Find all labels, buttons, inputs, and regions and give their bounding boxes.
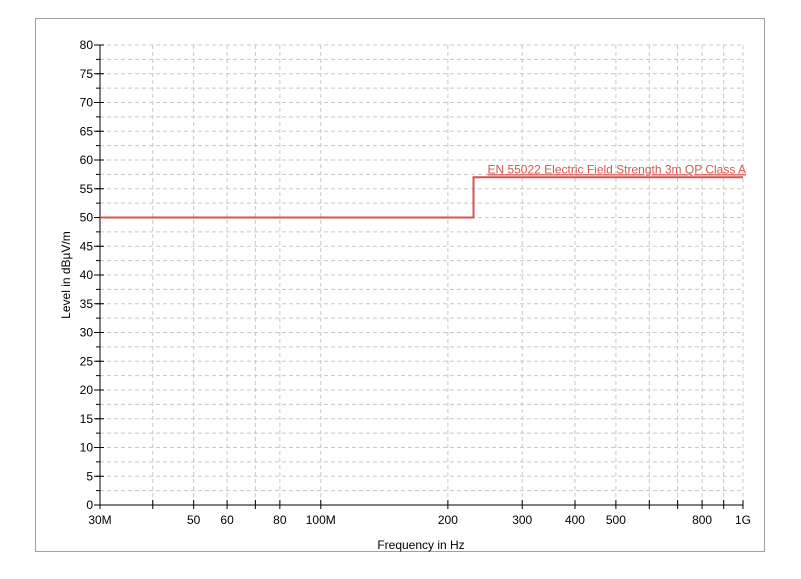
x-tick-label: 80 xyxy=(273,513,287,527)
x-tick-label: 100M xyxy=(306,513,336,527)
y-tick-label: 35 xyxy=(80,297,94,311)
y-tick-label: 60 xyxy=(80,153,94,167)
y-tick-label: 0 xyxy=(86,498,93,512)
x-tick-label: 800 xyxy=(692,513,712,527)
y-tick-label: 80 xyxy=(80,38,94,52)
x-tick-label: 50 xyxy=(187,513,201,527)
y-axis-label: Level in dBµV/m xyxy=(59,231,73,319)
x-tick-label: 60 xyxy=(220,513,234,527)
x-tick-label: 30M xyxy=(88,513,111,527)
axes: 30M 50 60 80 100M 200 300 400 500 800 1G 0 5 10 15 20 25… xyxy=(80,38,751,527)
y-tick-label: 75 xyxy=(80,67,94,81)
y-tick-label: 55 xyxy=(80,182,94,196)
x-tick-label: 400 xyxy=(565,513,585,527)
y-tick-label: 10 xyxy=(80,441,94,455)
chart-frame xyxy=(35,18,765,552)
y-tick-label: 15 xyxy=(80,412,94,426)
y-tick-label: 50 xyxy=(80,211,94,225)
x-tick-label: 200 xyxy=(438,513,458,527)
x-tick-label: 500 xyxy=(606,513,626,527)
y-tick-label: 30 xyxy=(80,326,94,340)
grid xyxy=(100,44,744,505)
y-tick-label: 20 xyxy=(80,383,94,397)
limit-line xyxy=(100,176,743,219)
series: EN 55022 Electric Field Strength 3m QP C… xyxy=(100,162,746,219)
y-tick-label: 40 xyxy=(80,268,94,282)
y-tick-label: 5 xyxy=(86,469,93,483)
limit-line-label: EN 55022 Electric Field Strength 3m QP C… xyxy=(487,162,746,176)
x-axis-label: Frequency in Hz xyxy=(377,538,464,552)
x-tick-label: 300 xyxy=(512,513,532,527)
x-tick-label: 1G xyxy=(735,513,751,527)
y-tick-label: 45 xyxy=(80,239,94,253)
y-tick-label: 70 xyxy=(80,96,94,110)
y-tick-label: 65 xyxy=(80,124,94,138)
y-tick-label: 25 xyxy=(80,354,94,368)
